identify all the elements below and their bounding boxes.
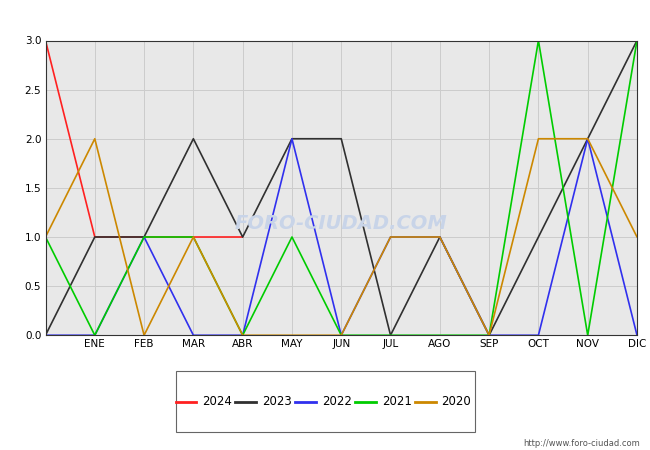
Text: Matriculaciones de Vehiculos en Ordis: Matriculaciones de Vehiculos en Ordis [173, 9, 477, 24]
Text: 2022: 2022 [322, 395, 352, 408]
Text: 2021: 2021 [382, 395, 411, 408]
Text: 2020: 2020 [441, 395, 471, 408]
Text: http://www.foro-ciudad.com: http://www.foro-ciudad.com [523, 439, 640, 448]
Text: 2024: 2024 [202, 395, 232, 408]
Text: 2023: 2023 [262, 395, 292, 408]
Text: FORO-CIUDAD.COM: FORO-CIUDAD.COM [235, 214, 448, 233]
